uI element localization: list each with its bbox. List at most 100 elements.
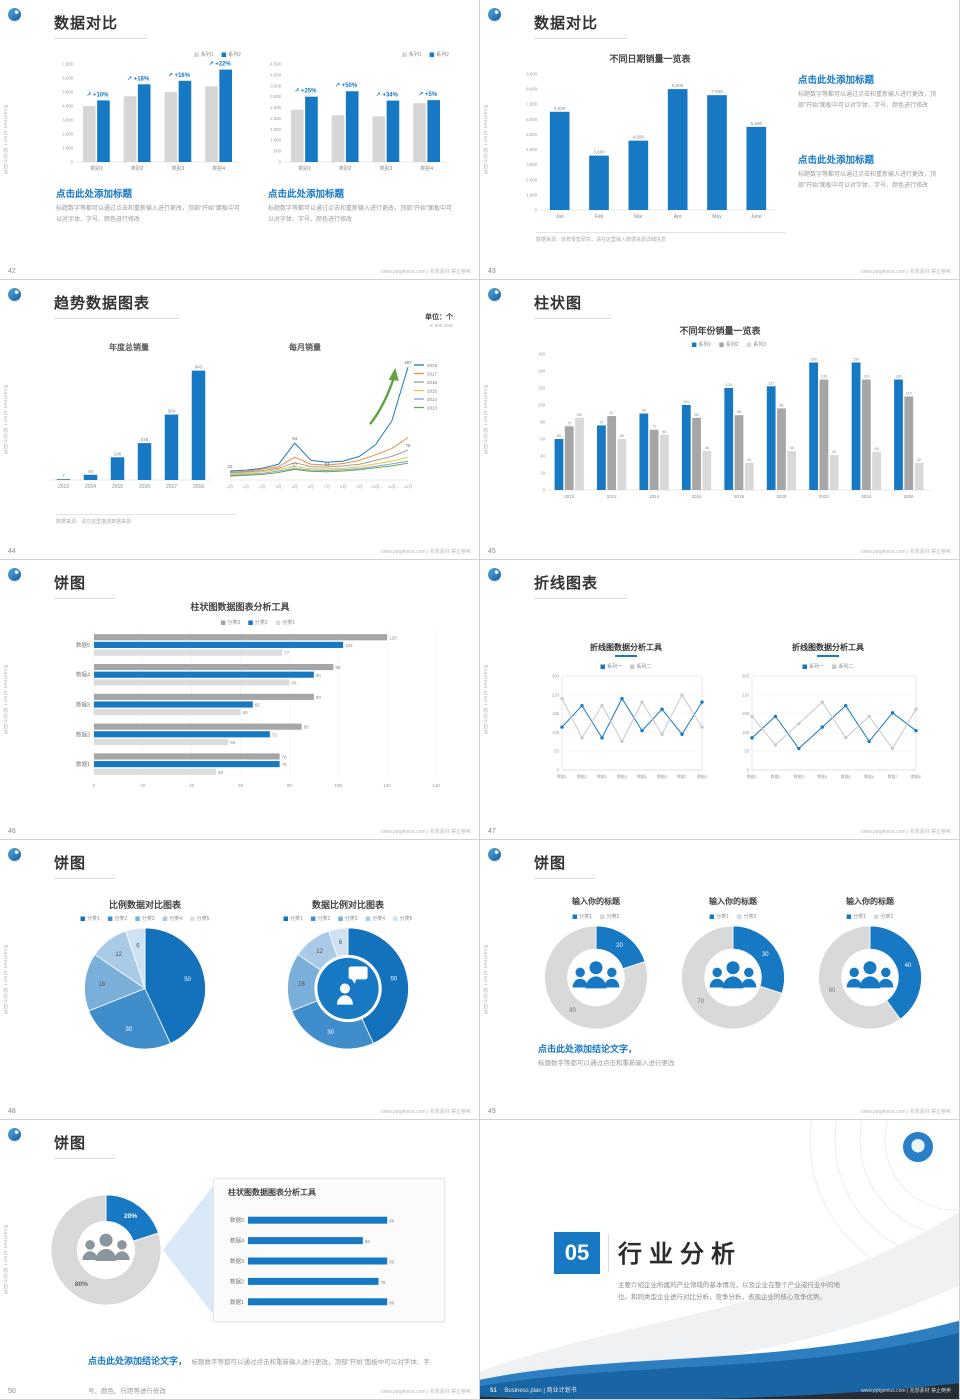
footer-watermark: www.pptgenius.com | 兆想素材 禁止倒卖 xyxy=(381,829,471,835)
line-chart-2: 系列一 系列二 0 53 105 158 210 263 数据1 数据2 数据3 数据4 数据5 数据6 数… xyxy=(732,660,924,782)
svg-text:105: 105 xyxy=(742,730,750,735)
svg-text:分类1: 分类1 xyxy=(716,913,729,920)
svg-text:2014: 2014 xyxy=(85,484,96,490)
conclusion-block: 点击此处添加结论文字， 标题数字等都可以通过点击和重新输入进行更改，顶部“开始”… xyxy=(88,1346,432,1399)
svg-text:分类1: 分类1 xyxy=(579,913,592,920)
svg-text:53: 53 xyxy=(554,749,559,754)
svg-text:110: 110 xyxy=(906,392,912,396)
slide-title: 饼图 xyxy=(534,852,597,879)
svg-text:32: 32 xyxy=(917,458,921,462)
svg-text:2018: 2018 xyxy=(193,484,204,490)
svg-text:23: 23 xyxy=(228,464,233,469)
svg-text:系列二: 系列二 xyxy=(839,663,854,670)
funnel-shape xyxy=(163,1186,213,1314)
chart-title: 输入你的标题 xyxy=(572,897,620,906)
line-chart-1: 系列一 系列二 0 53 105 158 210 263 数据1 数据2 数据3 数据4 数据5 数据6 数… xyxy=(542,660,710,782)
footer-watermark: www.pptgenius.com | 兆想素材 禁止倒卖 xyxy=(381,549,471,555)
svg-text:96: 96 xyxy=(779,403,783,407)
svg-text:分类3: 分类3 xyxy=(345,915,358,922)
chart-title: 不同日期销量一览表 xyxy=(609,54,691,64)
svg-text:1,000: 1,000 xyxy=(526,192,537,197)
panel-bar-chart: 数据5 80 数据4 66 数据3 80 数据2 75 数据1 80 xyxy=(222,1207,438,1315)
svg-text:2,000: 2,000 xyxy=(62,132,73,137)
svg-text:数据3: 数据3 xyxy=(76,701,90,709)
svg-text:5,000: 5,000 xyxy=(526,132,537,137)
svg-text:120: 120 xyxy=(726,383,732,387)
monthly-sales-bar-chart: 0 1,000 2,000 3,000 4,000 5,000 6,000 7,000 8,00… xyxy=(514,64,782,222)
svg-text:50: 50 xyxy=(184,977,191,983)
footer-watermark: www.pptgenius.com | 兆想素材 禁止倒卖 xyxy=(861,829,951,835)
svg-text:75: 75 xyxy=(381,1280,387,1285)
svg-text:102: 102 xyxy=(345,643,353,648)
svg-text:2016: 2016 xyxy=(139,484,150,490)
svg-text:3,000: 3,000 xyxy=(526,162,537,167)
svg-text:2015: 2015 xyxy=(427,389,438,394)
svg-text:6: 6 xyxy=(136,944,140,950)
svg-text:数据4: 数据4 xyxy=(617,774,628,779)
svg-text:3,000: 3,000 xyxy=(270,94,281,99)
section-number: 05 xyxy=(554,1232,600,1274)
svg-text:0: 0 xyxy=(543,488,546,493)
svg-text:分类1: 分类1 xyxy=(853,913,866,920)
svg-text:2026: 2026 xyxy=(904,494,915,499)
slide-48: Business plan | 商业计划书 饼图 比例数据对比图表 分类1 分类2… xyxy=(0,840,480,1120)
block-heading: 点击此处添加标题 xyxy=(798,155,875,166)
block-heading: 点击此处添加标题 xyxy=(798,75,875,86)
chart-title: 每月销量 xyxy=(289,343,321,352)
conclusion-body: 标题数字等都可以通过点击和重新输入进行更改 xyxy=(538,1060,675,1067)
svg-text:105: 105 xyxy=(552,730,560,735)
svg-text:分类4: 分类4 xyxy=(169,915,182,922)
svg-text:分类2: 分类2 xyxy=(881,913,894,920)
svg-text:53: 53 xyxy=(744,749,749,754)
page-number: 48 xyxy=(8,1108,16,1115)
side-vertical-label: Business plan | 商业计划书 xyxy=(2,664,8,735)
brand-logo-icon xyxy=(488,8,501,21)
svg-text:55: 55 xyxy=(230,740,236,745)
svg-text:Feb: Feb xyxy=(595,214,604,220)
svg-text:94: 94 xyxy=(292,436,297,441)
svg-text:85: 85 xyxy=(304,725,310,730)
data-source-note: 数据来源：体育零售研究，请在这里输入数据来源详细信息 xyxy=(536,232,786,243)
slide-45: Business plan | 商业计划书 柱状图 不同年份销量一览表 系列1 系… xyxy=(480,280,960,560)
svg-text:数据5: 数据5 xyxy=(637,774,647,779)
svg-text:45: 45 xyxy=(874,447,878,451)
svg-text:120: 120 xyxy=(538,386,546,391)
svg-text:7,600: 7,600 xyxy=(711,89,723,94)
svg-text:系列一: 系列一 xyxy=(809,663,824,670)
svg-text:类别4: 类别4 xyxy=(212,165,225,172)
svg-text:2014: 2014 xyxy=(649,494,660,499)
svg-text:76: 76 xyxy=(282,755,288,760)
svg-text:6月: 6月 xyxy=(308,484,314,489)
chart-title: 输入你的标题 xyxy=(846,897,894,906)
footer-label: Business plan | 商业计划书 xyxy=(504,1388,577,1394)
brand-logo-icon xyxy=(488,568,501,581)
svg-text:分类3: 分类3 xyxy=(227,619,240,626)
slide-title: 趋势数据图表 xyxy=(54,292,181,319)
svg-text:500: 500 xyxy=(274,149,282,154)
slide-title: 柱状图 xyxy=(534,292,613,319)
page-number: 44 xyxy=(8,548,16,555)
page-number: 45 xyxy=(488,548,496,555)
brand-logo-icon xyxy=(8,288,21,301)
svg-text:18: 18 xyxy=(298,981,305,987)
svg-text:数据1: 数据1 xyxy=(747,774,757,779)
svg-text:85: 85 xyxy=(577,413,581,417)
svg-text:318: 318 xyxy=(141,437,149,442)
svg-text:↗ +5%: ↗ +5% xyxy=(418,92,438,98)
chart-title: 比例数据对比图表 xyxy=(108,900,181,910)
svg-text:分类1: 分类1 xyxy=(290,915,303,922)
svg-text:2018: 2018 xyxy=(427,363,438,368)
decor-wave-graphics xyxy=(480,1120,959,1399)
side-vertical-label: Business plan | 商业计划书 xyxy=(482,104,488,175)
svg-text:2013: 2013 xyxy=(427,406,438,411)
svg-text:80: 80 xyxy=(389,1300,395,1305)
footer-watermark: www.pptgenius.com | 兆想素材 禁止倒卖 xyxy=(381,1109,471,1115)
svg-text:60: 60 xyxy=(557,434,561,438)
slide-title: 饼图 xyxy=(54,852,117,879)
svg-text:2,000: 2,000 xyxy=(270,116,281,121)
slide-43: Business plan | 商业计划书 数据对比 不同日期销量一览表 0 1,… xyxy=(480,0,960,280)
donut-chart: 分类1 分类2 分类3 分类4 分类5 50 30 18 12 6 xyxy=(263,912,433,1052)
section-title: 行业分析 xyxy=(618,1241,742,1268)
yearly-grouped-bar-chart: 系列1 系列2 系列3 0 20 40 60 80 100 120 140 160 60 75 85 2010… xyxy=(522,338,936,502)
text-block: 点击此处添加标题 标题数字等都可以通过点击和重新输入进行更改，顶部“开始”面板中… xyxy=(798,72,936,112)
